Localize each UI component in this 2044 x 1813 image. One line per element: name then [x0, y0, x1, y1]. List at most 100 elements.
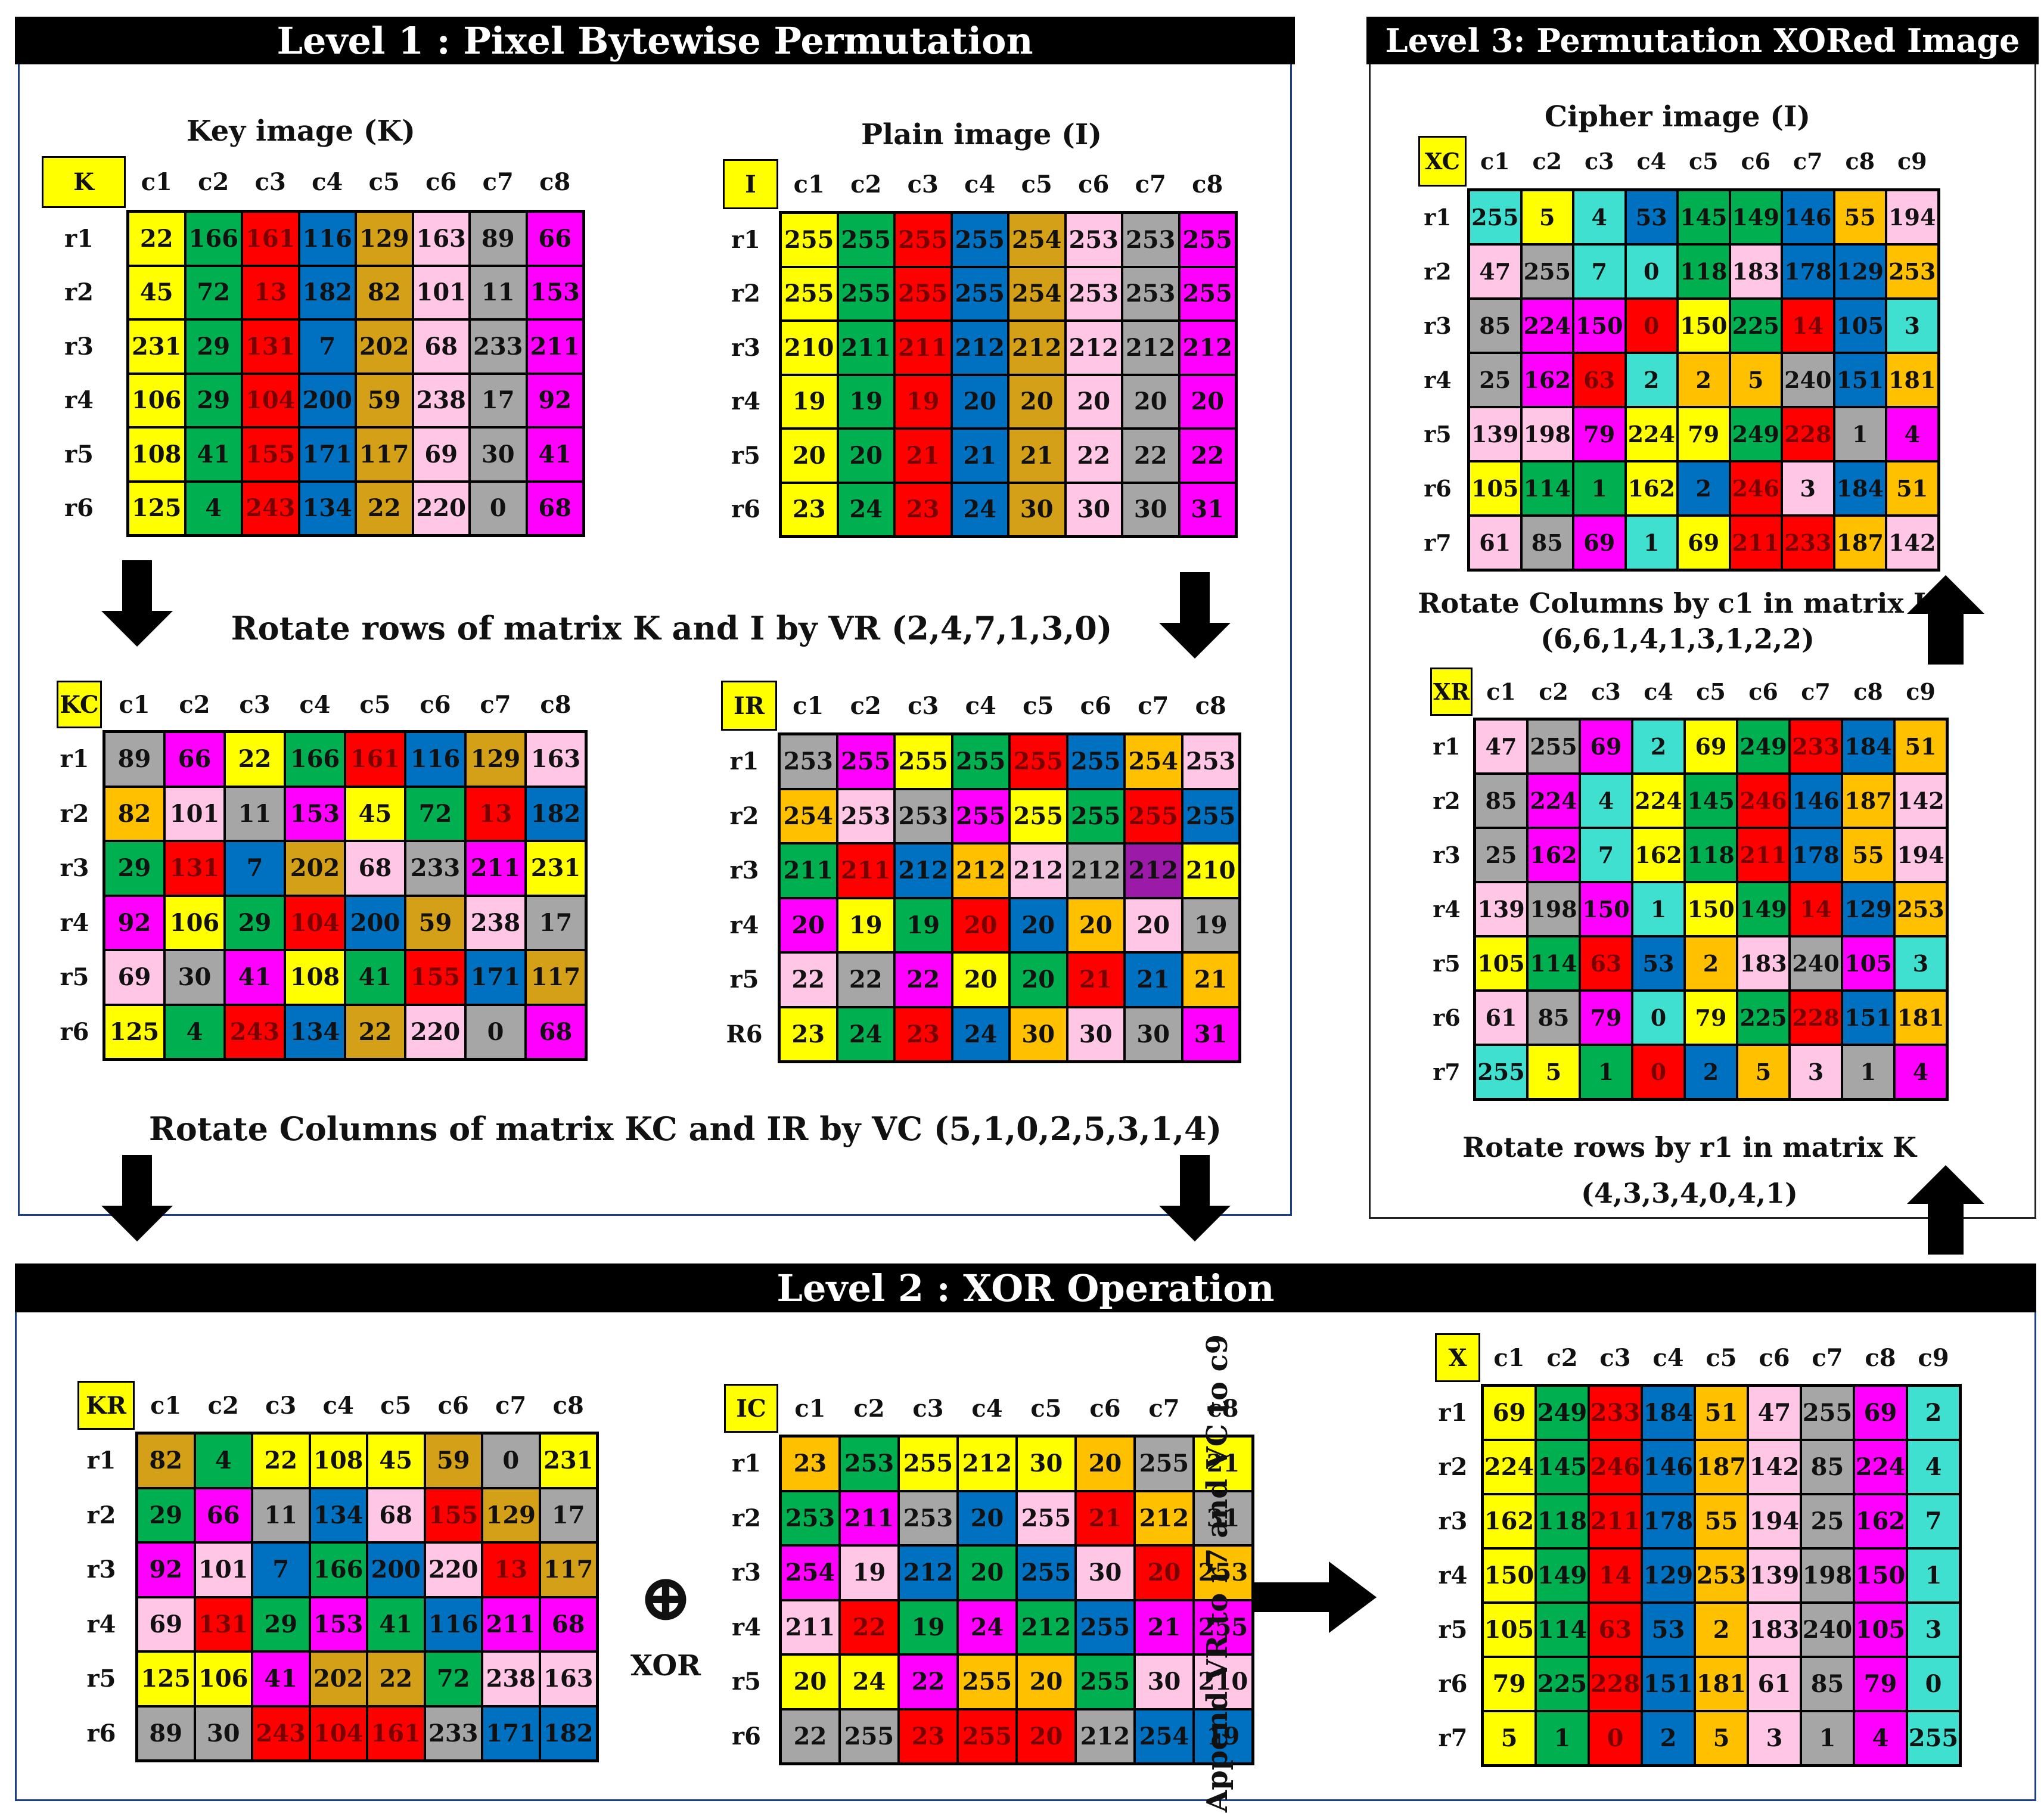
column-header: c7 [1148, 1394, 1180, 1423]
matrix-cell: 151 [1842, 991, 1894, 1045]
matrix-cell: 14 [1790, 882, 1842, 936]
matrix-cell: 238 [465, 895, 526, 950]
matrix-cell: 212 [1008, 321, 1066, 375]
matrix-cell: 51 [1886, 461, 1939, 516]
matrix-cell: 85 [1801, 1440, 1854, 1494]
matrix-cell: 249 [1536, 1386, 1589, 1440]
matrix-cell: 24 [952, 1007, 1009, 1061]
matrix-cell: 4 [1580, 774, 1632, 828]
matrix-grid [126, 210, 585, 537]
column-header: c4 [299, 690, 331, 719]
matrix-cell: 23 [894, 482, 952, 536]
matrix-cell: 69 [1483, 1386, 1536, 1440]
matrix-cell: 184 [1834, 461, 1886, 516]
matrix-cell: 243 [242, 481, 299, 535]
matrix-cell: 129 [482, 1488, 540, 1542]
row-header: r4 [60, 908, 89, 937]
matrix-cell: 255 [1527, 719, 1580, 774]
matrix-cell: 3 [1894, 936, 1947, 991]
matrix-cell: 68 [367, 1488, 425, 1542]
matrix-cell: 233 [1782, 516, 1834, 570]
row-header: r3 [1433, 842, 1461, 868]
matrix-cell: 22 [225, 732, 285, 787]
matrix-cell: 19 [837, 898, 894, 952]
column-header: c7 [1793, 148, 1823, 175]
matrix-cell: 254 [1135, 1709, 1194, 1764]
matrix-name-label: I [723, 159, 778, 209]
column-header: c8 [1845, 148, 1875, 175]
row-header: r1 [86, 1446, 116, 1475]
matrix-cell: 145 [1678, 190, 1730, 244]
matrix-cell: 69 [104, 950, 164, 1005]
matrix-cell: 187 [1834, 516, 1886, 570]
column-header: c2 [1532, 148, 1562, 175]
column-header: c1 [1480, 148, 1510, 175]
column-header: c7 [1135, 170, 1166, 198]
matrix-cell: 31 [1179, 482, 1236, 536]
row-header: r4 [1433, 896, 1461, 923]
xor-label: XOR [630, 1649, 701, 1682]
matrix-cell: 72 [424, 1651, 482, 1706]
row-header: r2 [1438, 1453, 1468, 1481]
matrix-cell: 212 [1124, 843, 1182, 898]
matrix-cell: 171 [465, 950, 526, 1005]
row-header: r3 [1438, 1507, 1468, 1535]
matrix-cell: 1 [1801, 1711, 1854, 1765]
column-header: c4 [971, 1394, 1003, 1423]
matrix-cell: 30 [1065, 482, 1122, 536]
column-header: c6 [1078, 170, 1110, 198]
matrix-cell: 69 [137, 1597, 195, 1651]
matrix-cell: 166 [185, 212, 242, 266]
matrix-cell: 228 [1790, 991, 1842, 1045]
matrix-cell: 1 [1842, 1045, 1894, 1099]
matrix-cell: 108 [285, 950, 345, 1005]
matrix-cell: 212 [952, 843, 1009, 898]
matrix-cell: 30 [1122, 482, 1179, 536]
matrix-cell: 228 [1782, 407, 1834, 461]
matrix-cell: 253 [1194, 1545, 1253, 1600]
matrix-cell: 211 [837, 321, 894, 375]
matrix-cell: 238 [482, 1651, 540, 1706]
column-header: c6 [1748, 678, 1778, 705]
column-header: c2 [207, 1391, 239, 1420]
matrix-cell: 182 [299, 265, 356, 319]
matrix-cell: 19 [899, 1600, 958, 1654]
matrix-cell: 5 [1527, 1045, 1580, 1099]
column-header: c4 [312, 168, 343, 196]
matrix-cell: 202 [356, 319, 413, 374]
column-header: c2 [179, 690, 210, 719]
down-arrow-icon [1159, 572, 1231, 659]
matrix-cell: 108 [128, 427, 185, 482]
matrix-cell: 0 [1632, 1045, 1685, 1099]
column-header: c8 [540, 690, 571, 719]
matrix-cell: 149 [1536, 1548, 1589, 1603]
matrix-cell: 249 [1729, 407, 1782, 461]
matrix-cell: 210 [1182, 843, 1240, 898]
matrix-cell: 21 [894, 429, 952, 483]
matrix-cell: 1 [1536, 1711, 1589, 1765]
matrix-cell: 41 [367, 1597, 425, 1651]
matrix-cell: 3 [1907, 1603, 1960, 1657]
matrix-cell: 89 [470, 212, 527, 266]
row-header: r1 [1424, 204, 1452, 231]
matrix-cell: 23 [899, 1709, 958, 1764]
matrix-cell: 233 [405, 841, 465, 896]
matrix-cell: 29 [185, 319, 242, 374]
matrix-cell: 20 [958, 1491, 1017, 1545]
matrix-cell: 53 [1642, 1603, 1695, 1657]
matrix-cell: 225 [1737, 991, 1790, 1045]
matrix-cell: 125 [104, 1004, 164, 1059]
matrix-cell: 85 [1469, 299, 1521, 353]
matrix-cell: 20 [779, 898, 837, 952]
matrix-cell: 11 [225, 786, 285, 841]
matrix-cell: 184 [1642, 1386, 1695, 1440]
row-header: r1 [1438, 1399, 1468, 1427]
matrix-cell: 162 [1625, 461, 1678, 516]
matrix-cell: 255 [1907, 1711, 1960, 1765]
matrix-cell: 255 [1475, 1045, 1527, 1099]
column-header: c9 [1906, 678, 1936, 705]
up-arrow-icon [1907, 575, 1984, 665]
matrix-cell: 20 [1065, 374, 1122, 429]
matrix-cell: 225 [1536, 1657, 1589, 1711]
matrix-cell: 211 [1589, 1494, 1642, 1548]
